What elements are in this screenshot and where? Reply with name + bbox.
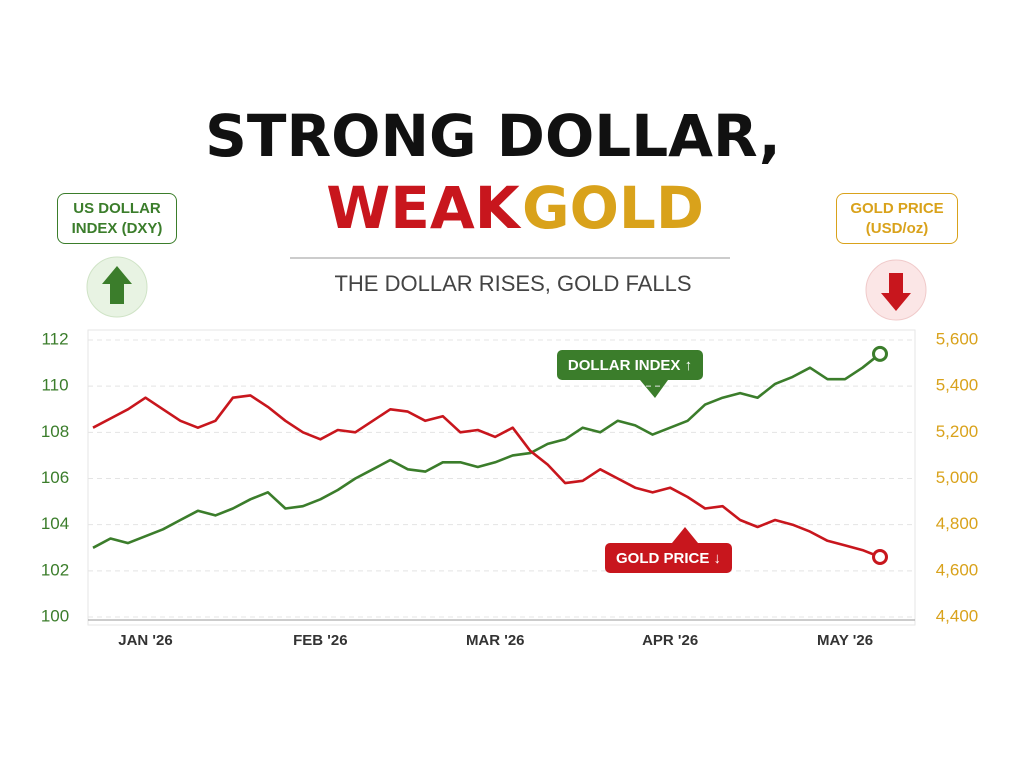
series-line	[92, 352, 881, 549]
up-arrow	[102, 266, 132, 304]
y-tick-label: 104	[41, 514, 69, 533]
y2-tick-label: 4,600	[936, 560, 979, 579]
y2-tick-label: 5,400	[936, 376, 979, 395]
y-tick-label: 112	[41, 329, 68, 348]
end-marker	[872, 345, 888, 362]
x-tick-label: MAY '26	[817, 632, 873, 649]
y-tick-label: 102	[41, 560, 69, 579]
title-weak: WEAK	[326, 174, 521, 242]
series-label: GOLD PRICE ↓	[605, 543, 732, 573]
title-gold: GOLD	[522, 174, 704, 242]
y2-tick-label: 5,200	[936, 422, 979, 441]
title-line-1: STRONG DOLLAR,	[205, 102, 781, 170]
y-axis-label: US DOLLAR INDEX (DXY)	[57, 193, 177, 244]
end-marker	[872, 548, 888, 565]
y-tick-label: 100	[41, 606, 69, 625]
down-arrow	[881, 273, 911, 311]
y-tick-label: 110	[41, 376, 68, 395]
tag-pointer	[672, 527, 698, 543]
y2-tick-label: 5,000	[936, 468, 979, 487]
x-tick-label: JAN '26	[118, 632, 172, 649]
x-tick-label: APR '26	[642, 632, 698, 649]
series-line	[92, 394, 881, 559]
y2-tick-label: 5,600	[936, 329, 979, 348]
y-tick-label: 106	[41, 468, 69, 487]
series-label: DOLLAR INDEX ↑	[557, 350, 703, 380]
y2-tick-label: 4,800	[936, 514, 979, 533]
y2-axis-label: GOLD PRICE (USD/oz)	[836, 193, 958, 244]
x-tick-label: FEB '26	[293, 632, 347, 649]
subtitle: THE DOLLAR RISES, GOLD FALLS	[334, 271, 691, 296]
x-tick-label: MAR '26	[466, 632, 525, 649]
y2-tick-label: 4,400	[936, 606, 979, 625]
plot-frame	[87, 329, 916, 626]
tag-pointer	[640, 380, 668, 398]
y-tick-label: 108	[41, 422, 69, 441]
